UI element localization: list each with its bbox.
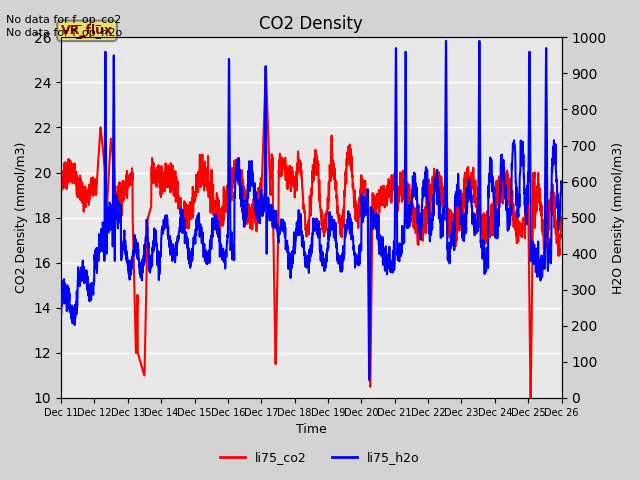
Y-axis label: CO2 Density (mmol/m3): CO2 Density (mmol/m3)	[15, 142, 28, 293]
X-axis label: Time: Time	[296, 423, 326, 436]
Y-axis label: H2O Density (mmol/m3): H2O Density (mmol/m3)	[612, 142, 625, 294]
Text: No data for f_op_co2
No data for f_op_h2o: No data for f_op_co2 No data for f_op_h2…	[6, 14, 123, 38]
Legend: li75_co2, li75_h2o: li75_co2, li75_h2o	[215, 446, 425, 469]
Text: VR_flux: VR_flux	[61, 24, 113, 37]
Title: CO2 Density: CO2 Density	[259, 15, 363, 33]
